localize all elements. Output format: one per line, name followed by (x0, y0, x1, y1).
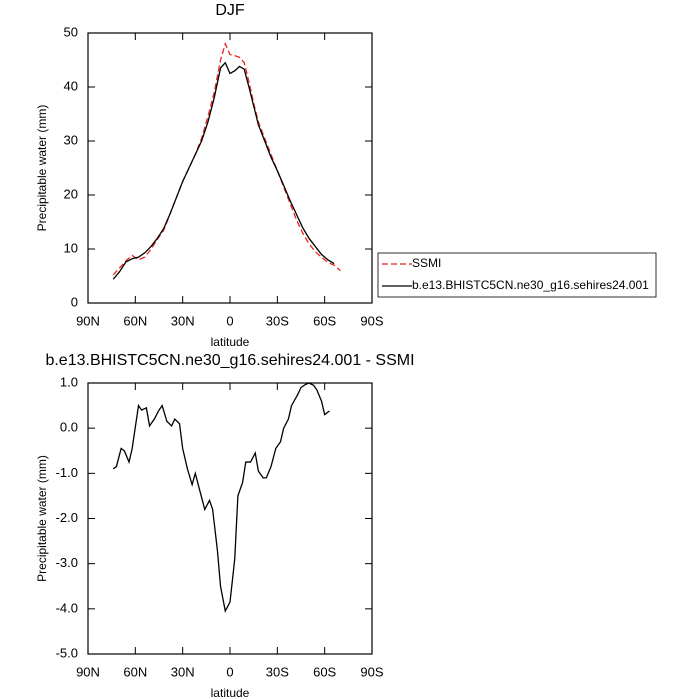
y-tick-label: -5.0 (56, 645, 78, 660)
legend-label: b.e13.BHISTC5CN.ne30_g16.sehires24.001 (412, 278, 649, 292)
y-tick-label: -1.0 (56, 465, 78, 480)
x-tick-label: 30S (266, 664, 289, 679)
x-axis-label: latitude (211, 335, 250, 349)
y-tick-label: -4.0 (56, 600, 78, 615)
x-tick-label: 60S (313, 664, 336, 679)
x-tick-label: 0 (226, 313, 233, 328)
y-axis-label: Precipitable water (mm) (35, 455, 49, 582)
y-tick-label: -2.0 (56, 510, 78, 525)
x-tick-label: 30S (266, 313, 289, 328)
line-series (112, 41, 341, 276)
line-series (112, 61, 335, 280)
x-tick-label: 30N (171, 664, 195, 679)
x-tick-label: 90N (76, 313, 100, 328)
x-tick-label: 60N (123, 664, 147, 679)
x-tick-label: 90N (76, 664, 100, 679)
x-tick-label: 60N (123, 313, 147, 328)
x-tick-label: 30N (171, 313, 195, 328)
y-tick-label: 1.0 (60, 374, 78, 389)
plot-frame (87, 382, 373, 655)
y-axis-label: Precipitable water (mm) (35, 105, 49, 232)
plot-frame (87, 32, 373, 304)
x-tick-label: 0 (226, 664, 233, 679)
x-axis-label: latitude (211, 686, 250, 700)
y-tick-label: 30 (64, 132, 78, 147)
y-tick-label: 0.0 (60, 420, 78, 435)
y-tick-label: 10 (64, 240, 78, 255)
y-tick-label: 0 (71, 294, 78, 309)
y-tick-label: 40 (64, 78, 78, 93)
x-tick-label: 90S (360, 313, 383, 328)
y-tick-label: -3.0 (56, 555, 78, 570)
legend-box (377, 252, 657, 298)
chart-title: b.e13.BHISTC5CN.ne30_g16.sehires24.001 -… (45, 352, 414, 369)
y-tick-label: 20 (64, 186, 78, 201)
chart-title: DJF (215, 2, 245, 19)
x-tick-label: 90S (360, 664, 383, 679)
y-tick-label: 50 (64, 24, 78, 39)
x-tick-label: 60S (313, 313, 336, 328)
line-series (112, 382, 330, 614)
legend-label: SSMI (412, 256, 441, 270)
